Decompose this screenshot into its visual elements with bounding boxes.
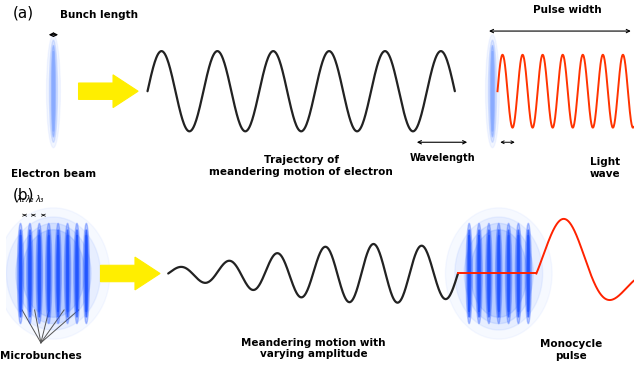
Ellipse shape [38, 230, 41, 317]
Ellipse shape [497, 230, 500, 317]
Text: Wavelength: Wavelength [409, 153, 475, 163]
Ellipse shape [16, 223, 91, 324]
Ellipse shape [476, 223, 482, 324]
Ellipse shape [52, 51, 54, 131]
Ellipse shape [477, 230, 481, 317]
FancyArrow shape [100, 257, 160, 290]
Ellipse shape [506, 223, 512, 324]
Text: Bunch length: Bunch length [60, 10, 138, 20]
Ellipse shape [74, 223, 80, 324]
Ellipse shape [498, 235, 499, 312]
Text: Trajectory of
meandering motion of electron: Trajectory of meandering motion of elect… [209, 155, 393, 177]
Ellipse shape [445, 208, 552, 339]
Ellipse shape [66, 230, 69, 317]
Text: Microbunches: Microbunches [0, 351, 82, 361]
Ellipse shape [527, 230, 530, 317]
Ellipse shape [6, 217, 100, 330]
Ellipse shape [495, 223, 502, 324]
Ellipse shape [507, 230, 510, 317]
Ellipse shape [455, 217, 543, 330]
Ellipse shape [488, 40, 497, 142]
Ellipse shape [55, 223, 61, 324]
Ellipse shape [525, 223, 531, 324]
Ellipse shape [65, 223, 70, 324]
Ellipse shape [76, 230, 79, 317]
Text: Electron beam: Electron beam [11, 169, 96, 179]
Ellipse shape [466, 223, 472, 324]
Ellipse shape [86, 235, 87, 312]
Ellipse shape [468, 235, 470, 312]
Ellipse shape [17, 223, 24, 324]
Ellipse shape [492, 51, 493, 131]
Text: Meandering motion with
varying amplitude: Meandering motion with varying amplitude [241, 337, 386, 359]
Ellipse shape [49, 40, 58, 142]
Ellipse shape [51, 46, 56, 137]
Ellipse shape [45, 223, 52, 324]
Text: Pulse width: Pulse width [533, 5, 602, 15]
Ellipse shape [29, 235, 31, 312]
Ellipse shape [508, 235, 509, 312]
Ellipse shape [528, 235, 529, 312]
FancyArrow shape [79, 75, 138, 108]
Ellipse shape [83, 223, 90, 324]
Ellipse shape [28, 230, 31, 317]
Ellipse shape [0, 208, 110, 339]
Ellipse shape [488, 235, 490, 312]
Ellipse shape [19, 230, 22, 317]
Ellipse shape [518, 235, 519, 312]
Text: Monocycle
pulse: Monocycle pulse [540, 339, 602, 361]
Ellipse shape [56, 230, 60, 317]
Text: λ₁: λ₁ [17, 195, 25, 204]
Ellipse shape [517, 230, 520, 317]
Ellipse shape [85, 230, 88, 317]
Text: λ₂: λ₂ [26, 195, 34, 204]
Ellipse shape [487, 230, 490, 317]
Text: (b): (b) [13, 188, 34, 203]
Ellipse shape [47, 230, 51, 317]
Ellipse shape [36, 223, 42, 324]
Ellipse shape [490, 46, 495, 137]
Ellipse shape [67, 235, 68, 312]
Ellipse shape [27, 223, 33, 324]
Ellipse shape [76, 235, 77, 312]
Ellipse shape [20, 235, 21, 312]
Text: (a): (a) [13, 6, 34, 20]
Ellipse shape [58, 235, 59, 312]
Ellipse shape [486, 223, 492, 324]
Ellipse shape [48, 235, 49, 312]
Ellipse shape [38, 235, 40, 312]
Ellipse shape [515, 223, 522, 324]
Ellipse shape [464, 223, 533, 324]
Ellipse shape [468, 230, 471, 317]
Ellipse shape [22, 230, 85, 317]
Ellipse shape [486, 35, 499, 148]
Text: Light
wave: Light wave [590, 157, 621, 179]
Text: λ₃: λ₃ [35, 195, 44, 204]
Ellipse shape [47, 35, 60, 148]
Ellipse shape [470, 230, 527, 317]
